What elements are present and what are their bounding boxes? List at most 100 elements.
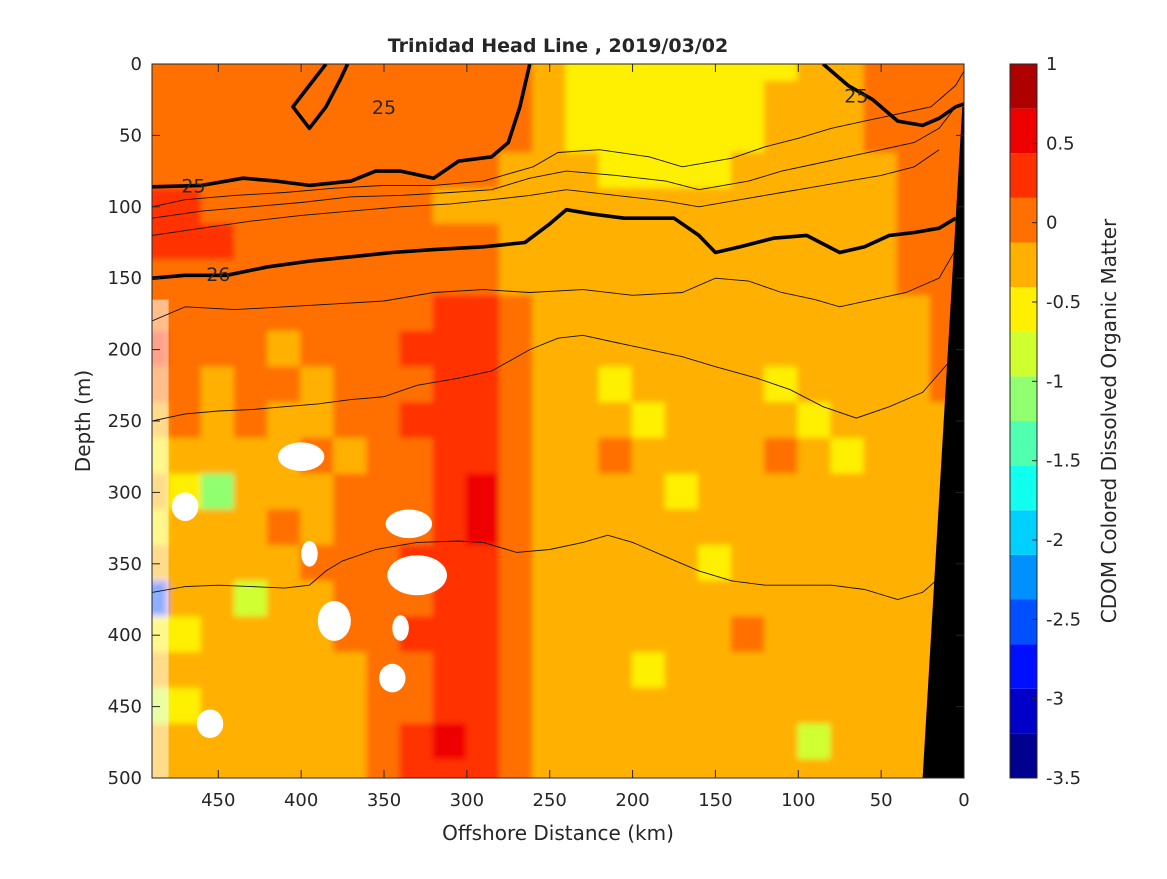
y-tick-label: 400 (108, 625, 142, 646)
field-cell (167, 116, 203, 155)
field-cell (863, 64, 899, 83)
field-cell (465, 80, 501, 119)
field-cell (333, 437, 369, 476)
field-cell (200, 330, 236, 369)
cdom-field (152, 64, 964, 778)
field-cell (233, 437, 269, 476)
field-cell (863, 152, 899, 190)
field-cell (565, 652, 601, 690)
field-cell (465, 687, 501, 726)
missing-data-patch (379, 663, 406, 693)
field-cell (598, 64, 634, 83)
field-cell (631, 152, 667, 190)
field-cell (565, 544, 601, 583)
field-cell (598, 402, 634, 440)
field-cell (664, 509, 700, 547)
field-cell (896, 80, 932, 119)
field-cell (697, 473, 733, 512)
field-cell (598, 544, 634, 583)
field-cell (233, 223, 269, 262)
field-cell (333, 330, 369, 369)
field-cell (532, 509, 568, 547)
field-cell (896, 187, 932, 226)
field-cell (631, 580, 667, 619)
field-cell (465, 580, 501, 619)
field-cell (333, 509, 369, 547)
field-cell (896, 402, 932, 440)
field-cell (929, 64, 957, 83)
colorbar-swatch (1010, 331, 1037, 377)
field-cell (532, 652, 568, 690)
field-cell (598, 437, 634, 476)
field-cell (167, 80, 203, 119)
field-cell (152, 116, 170, 155)
field-cell (565, 366, 601, 405)
contour-label: 25 (372, 97, 396, 119)
colorbar-swatch (1010, 242, 1037, 288)
field-cell (300, 687, 336, 726)
field-cell (532, 116, 568, 155)
field-cell (598, 759, 634, 778)
field-cell (432, 759, 468, 778)
field-cell (697, 402, 733, 440)
field-cell (830, 187, 866, 226)
field-cell (366, 437, 402, 476)
field-cell (664, 80, 700, 119)
field-cell (532, 473, 568, 512)
field-cell (797, 652, 833, 690)
field-cell (863, 652, 899, 690)
field-cell (896, 64, 932, 83)
density-contour-line (152, 149, 940, 236)
density-contour-line (152, 70, 964, 208)
field-cell (764, 437, 800, 476)
field-cell (267, 116, 303, 155)
field-cell (697, 187, 733, 226)
field-cell (465, 652, 501, 690)
field-cell (465, 187, 501, 226)
colorbar-swatch (1010, 644, 1037, 689)
field-cell (830, 473, 866, 512)
field-cell (499, 330, 535, 369)
field-cell (830, 509, 866, 547)
field-cell (731, 687, 767, 726)
field-cell (565, 80, 601, 119)
field-cell (598, 723, 634, 762)
field-cell (532, 223, 568, 262)
field-cell (929, 152, 957, 190)
field-cell (532, 402, 568, 440)
field-cell (664, 116, 700, 155)
field-cell (797, 723, 833, 762)
colorbar-tick-label: 0 (1046, 213, 1057, 234)
field-cell (465, 437, 501, 476)
field-cell (167, 402, 203, 440)
field-cell (797, 580, 833, 619)
missing-data-patch (317, 600, 351, 641)
field-cell (267, 759, 303, 778)
field-cell (764, 687, 800, 726)
field-cell (598, 687, 634, 726)
field-cell (465, 509, 501, 547)
field-cell (465, 116, 501, 155)
field-cell (954, 80, 964, 119)
field-cell (233, 152, 269, 190)
colorbar-swatch (1010, 554, 1037, 600)
field-cell (200, 544, 236, 583)
field-cell (267, 366, 303, 405)
field-cell (764, 330, 800, 369)
field-cell (664, 366, 700, 405)
field-cell (863, 616, 899, 655)
field-cell (731, 187, 767, 226)
field-cell (863, 687, 899, 726)
field-cell (664, 402, 700, 440)
field-cell (797, 223, 833, 262)
field-cell (200, 509, 236, 547)
field-cell (499, 187, 535, 226)
field-cell (631, 402, 667, 440)
field-cell (200, 64, 236, 83)
field-cell (300, 330, 336, 369)
field-cell (200, 116, 236, 155)
density-contour-line (152, 106, 957, 219)
field-cell (764, 223, 800, 262)
field-cell (598, 295, 634, 333)
